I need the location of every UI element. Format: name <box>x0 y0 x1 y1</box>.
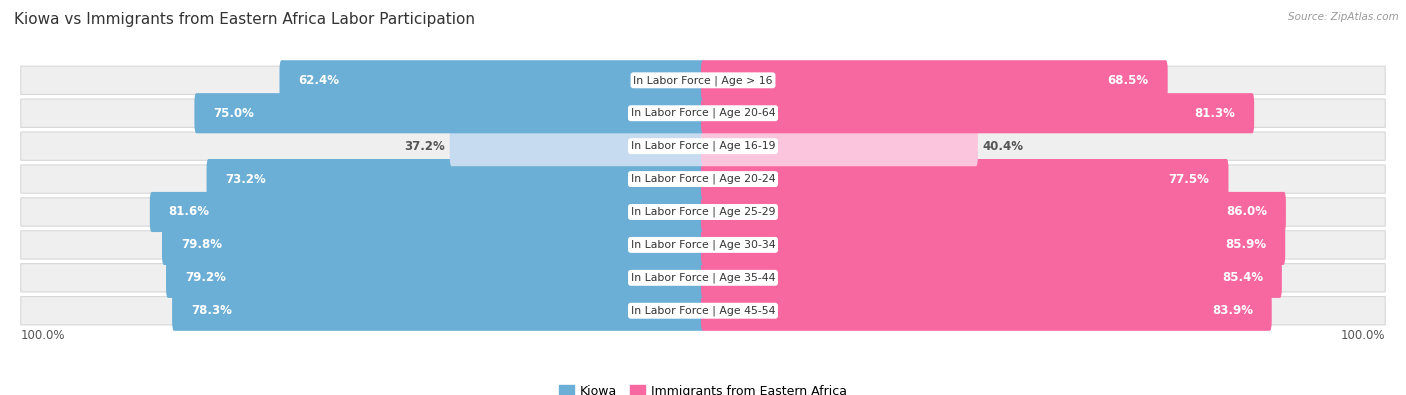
Text: 85.9%: 85.9% <box>1225 239 1267 251</box>
FancyBboxPatch shape <box>21 99 1385 127</box>
Text: 83.9%: 83.9% <box>1212 304 1253 317</box>
Text: In Labor Force | Age 45-54: In Labor Force | Age 45-54 <box>631 305 775 316</box>
Text: 73.2%: 73.2% <box>225 173 266 186</box>
FancyBboxPatch shape <box>702 192 1286 232</box>
Text: In Labor Force | Age 35-44: In Labor Force | Age 35-44 <box>631 273 775 283</box>
Text: In Labor Force | Age > 16: In Labor Force | Age > 16 <box>633 75 773 86</box>
Text: In Labor Force | Age 25-29: In Labor Force | Age 25-29 <box>631 207 775 217</box>
Text: Kiowa vs Immigrants from Eastern Africa Labor Participation: Kiowa vs Immigrants from Eastern Africa … <box>14 12 475 27</box>
Text: 79.2%: 79.2% <box>186 271 226 284</box>
FancyBboxPatch shape <box>702 126 979 166</box>
Text: 62.4%: 62.4% <box>298 74 339 87</box>
FancyBboxPatch shape <box>702 159 1229 199</box>
Text: In Labor Force | Age 16-19: In Labor Force | Age 16-19 <box>631 141 775 151</box>
Text: 40.4%: 40.4% <box>983 140 1024 152</box>
Text: 68.5%: 68.5% <box>1108 74 1149 87</box>
FancyBboxPatch shape <box>21 132 1385 160</box>
Text: 85.4%: 85.4% <box>1222 271 1263 284</box>
Text: In Labor Force | Age 30-34: In Labor Force | Age 30-34 <box>631 240 775 250</box>
Text: 100.0%: 100.0% <box>1341 329 1385 342</box>
FancyBboxPatch shape <box>21 231 1385 259</box>
Text: 81.6%: 81.6% <box>169 205 209 218</box>
FancyBboxPatch shape <box>21 297 1385 325</box>
FancyBboxPatch shape <box>702 93 1254 134</box>
Legend: Kiowa, Immigrants from Eastern Africa: Kiowa, Immigrants from Eastern Africa <box>554 380 852 395</box>
Text: Source: ZipAtlas.com: Source: ZipAtlas.com <box>1288 12 1399 22</box>
Text: 77.5%: 77.5% <box>1168 173 1209 186</box>
Text: 37.2%: 37.2% <box>405 140 444 152</box>
FancyBboxPatch shape <box>702 60 1168 100</box>
FancyBboxPatch shape <box>702 225 1285 265</box>
Text: 79.8%: 79.8% <box>181 239 222 251</box>
Text: In Labor Force | Age 20-64: In Labor Force | Age 20-64 <box>631 108 775 118</box>
FancyBboxPatch shape <box>280 60 704 100</box>
FancyBboxPatch shape <box>702 291 1271 331</box>
FancyBboxPatch shape <box>21 66 1385 94</box>
FancyBboxPatch shape <box>194 93 704 134</box>
Text: 86.0%: 86.0% <box>1226 205 1267 218</box>
FancyBboxPatch shape <box>162 225 704 265</box>
Text: 100.0%: 100.0% <box>21 329 65 342</box>
FancyBboxPatch shape <box>21 198 1385 226</box>
Text: 78.3%: 78.3% <box>191 304 232 317</box>
FancyBboxPatch shape <box>450 126 704 166</box>
FancyBboxPatch shape <box>21 264 1385 292</box>
FancyBboxPatch shape <box>172 291 704 331</box>
Text: 81.3%: 81.3% <box>1194 107 1236 120</box>
Text: In Labor Force | Age 20-24: In Labor Force | Age 20-24 <box>631 174 775 184</box>
Text: 75.0%: 75.0% <box>214 107 254 120</box>
FancyBboxPatch shape <box>21 165 1385 193</box>
FancyBboxPatch shape <box>150 192 704 232</box>
FancyBboxPatch shape <box>166 258 704 298</box>
FancyBboxPatch shape <box>702 258 1282 298</box>
FancyBboxPatch shape <box>207 159 704 199</box>
